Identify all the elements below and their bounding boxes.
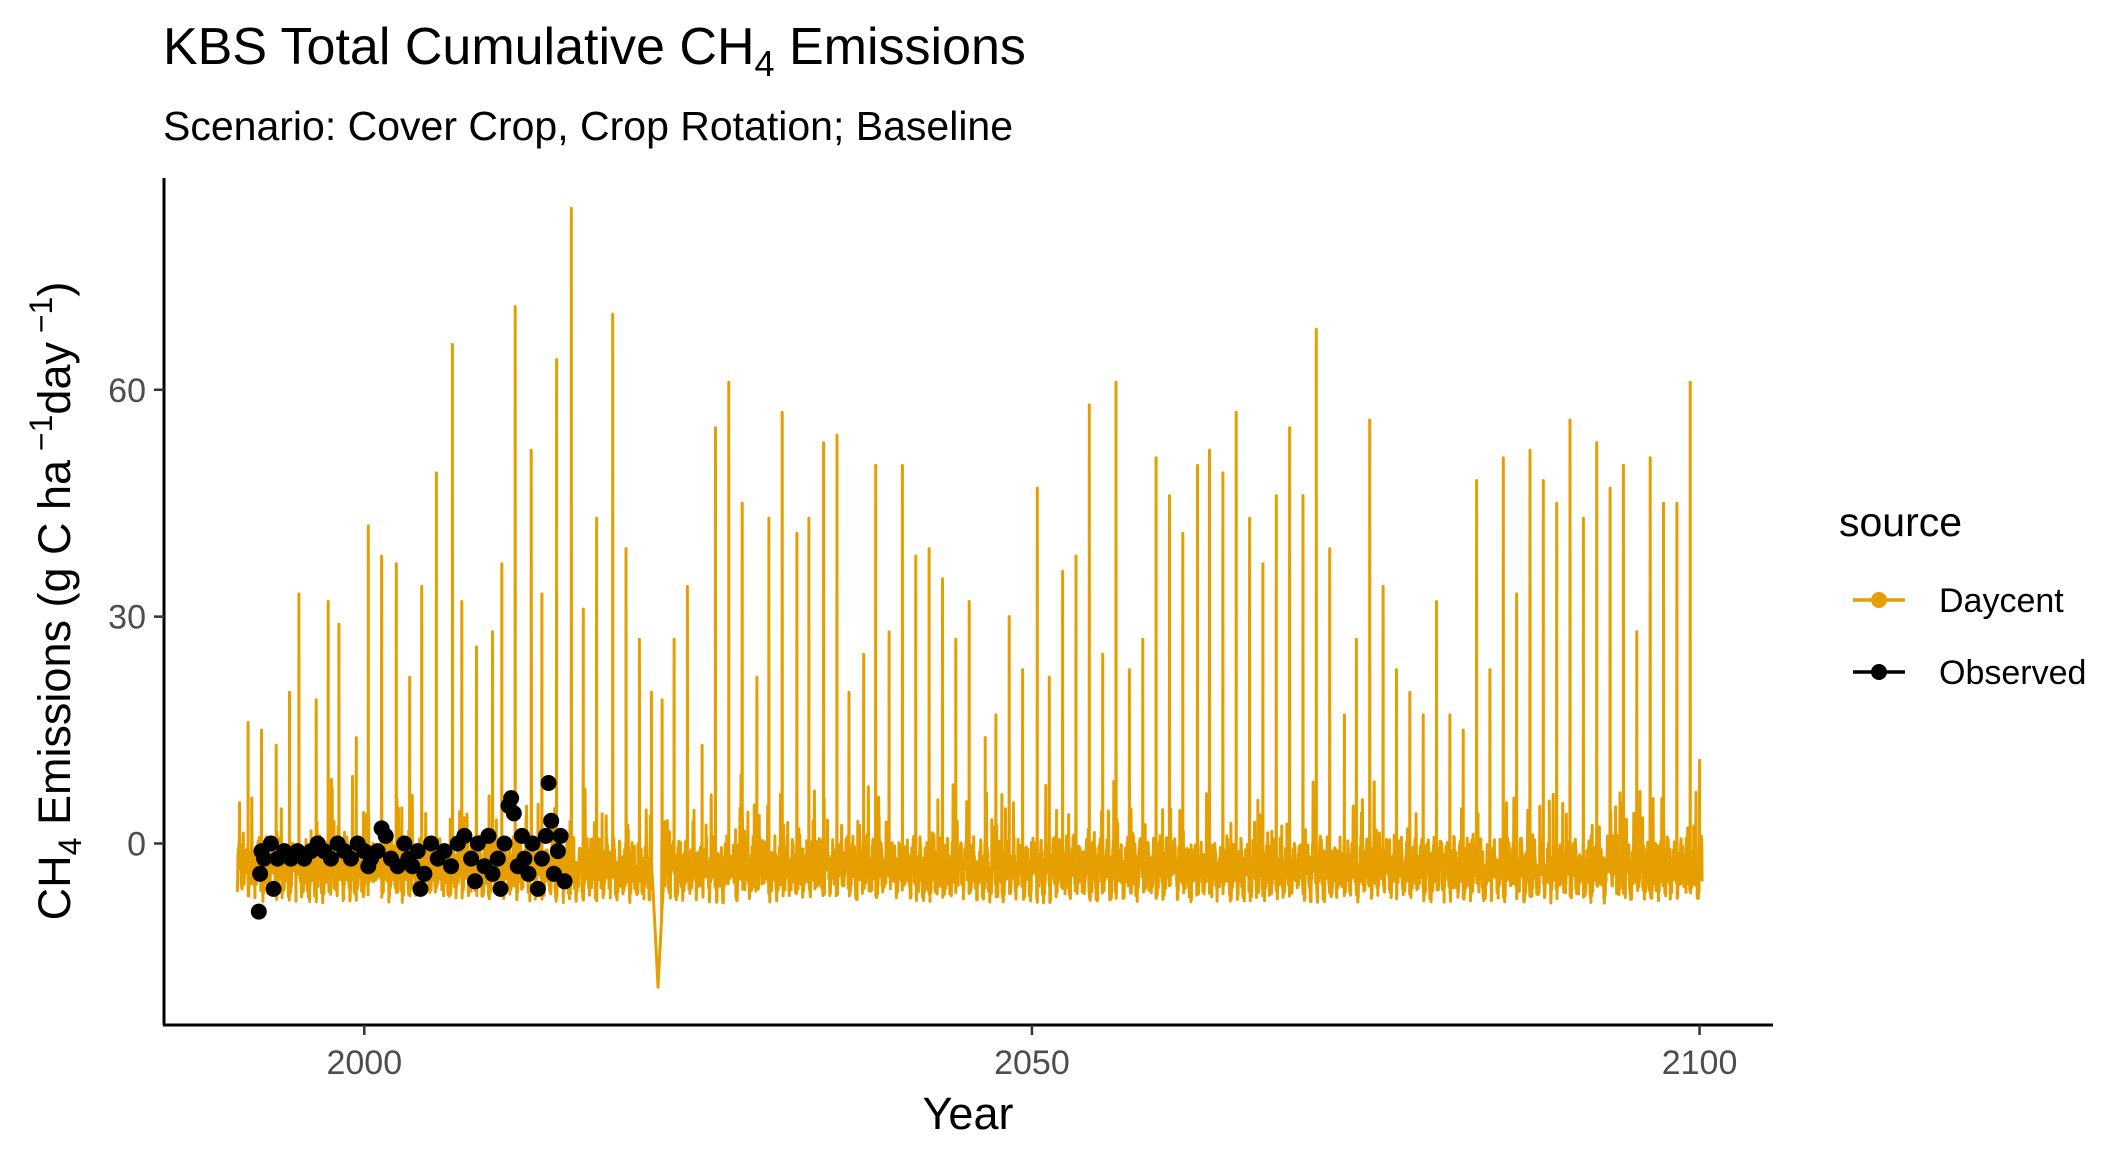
y-tick-label: 60	[108, 372, 146, 410]
plot-area	[235, 206, 1704, 989]
observed-point	[456, 827, 473, 844]
x-tick-label: 2100	[1662, 1044, 1738, 1082]
x-tick-label: 2050	[994, 1044, 1070, 1082]
legend-item-daycent: Daycent	[1853, 582, 2064, 620]
observed-point	[416, 865, 433, 882]
y-tick-label: 0	[127, 826, 146, 864]
legend: source Daycent Observed	[1839, 499, 2086, 692]
chart-title: KBS Total Cumulative CH4 Emissions	[163, 18, 1026, 84]
legend-key-daycent-dot	[1871, 592, 1887, 608]
observed-point	[543, 812, 560, 829]
observed-point	[443, 858, 460, 875]
observed-point	[342, 850, 359, 867]
observed-series	[250, 775, 573, 920]
observed-point	[396, 835, 413, 852]
observed-point	[262, 835, 279, 852]
y-axis-ticks: 0 30 60	[108, 372, 164, 864]
observed-point	[537, 827, 554, 844]
observed-point	[256, 850, 273, 867]
legend-item-observed: Observed	[1853, 654, 2086, 692]
observed-point	[250, 903, 267, 920]
observed-point	[492, 880, 509, 897]
observed-point	[436, 843, 453, 860]
observed-point	[480, 827, 497, 844]
x-axis-ticks: 2000 2050 2100	[326, 1025, 1737, 1082]
observed-point	[409, 843, 426, 860]
observed-point	[496, 835, 513, 852]
observed-point	[412, 880, 429, 897]
observed-point	[489, 850, 506, 867]
observed-point	[423, 835, 440, 852]
observed-point	[556, 873, 573, 890]
y-axis-title: CH4 Emissions (g C ha −1day −1)	[23, 282, 88, 921]
observed-point	[552, 827, 569, 844]
legend-title: source	[1839, 499, 1962, 545]
observed-point	[524, 835, 541, 852]
observed-point	[484, 865, 501, 882]
observed-point	[533, 850, 550, 867]
observed-point	[540, 775, 557, 791]
observed-point	[404, 858, 421, 875]
legend-label-daycent: Daycent	[1939, 582, 2064, 620]
legend-label-observed: Observed	[1939, 654, 2086, 692]
observed-point	[252, 865, 269, 882]
observed-point	[369, 843, 386, 860]
y-tick-label: 30	[108, 599, 146, 637]
x-tick-label: 2000	[326, 1044, 402, 1082]
observed-point	[322, 850, 339, 867]
observed-point	[377, 827, 394, 844]
observed-point	[520, 865, 537, 882]
legend-key-observed-dot	[1871, 664, 1887, 680]
observed-point	[467, 873, 484, 890]
observed-point	[549, 843, 566, 860]
observed-point	[529, 880, 546, 897]
observed-point	[463, 850, 480, 867]
x-axis-title: Year	[923, 1088, 1014, 1139]
observed-point	[265, 880, 282, 897]
observed-point	[505, 805, 522, 822]
observed-point	[503, 790, 520, 807]
observed-point	[516, 850, 533, 867]
chart-subtitle: Scenario: Cover Crop, Crop Rotation; Bas…	[163, 103, 1013, 149]
